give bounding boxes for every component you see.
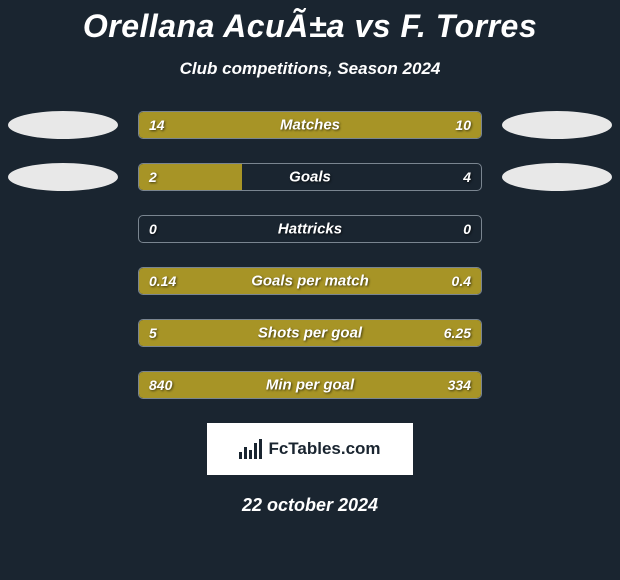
player-ellipse-left (8, 163, 118, 191)
stat-bar: Goals per match 0.14 0.4 (138, 267, 482, 295)
player-ellipse-left (8, 111, 118, 139)
player-ellipse-right (502, 111, 612, 139)
stat-row: Min per goal 840 334 (0, 371, 620, 399)
stat-row: Shots per goal 5 6.25 (0, 319, 620, 347)
stat-value-right: 6.25 (444, 325, 471, 341)
stat-label: Matches (280, 117, 340, 134)
logo: FcTables.com (239, 439, 380, 459)
stat-value-left: 0 (149, 221, 157, 237)
logo-box: FcTables.com (207, 423, 413, 475)
stat-bar: Matches 14 10 (138, 111, 482, 139)
stat-value-left: 5 (149, 325, 157, 341)
stat-value-right: 4 (463, 169, 471, 185)
stat-value-left: 840 (149, 377, 172, 393)
stat-row: Matches 14 10 (0, 111, 620, 139)
comparison-container: Orellana AcuÃ±a vs F. Torres Club compet… (0, 0, 620, 516)
stat-label: Hattricks (278, 221, 342, 238)
stat-value-left: 2 (149, 169, 157, 185)
stat-bar: Min per goal 840 334 (138, 371, 482, 399)
date: 22 october 2024 (0, 495, 620, 516)
stat-value-right: 0.4 (452, 273, 471, 289)
logo-text: FcTables.com (268, 439, 380, 459)
subtitle: Club competitions, Season 2024 (0, 59, 620, 79)
stat-bar: Goals 2 4 (138, 163, 482, 191)
stat-label: Goals per match (251, 273, 369, 290)
stat-label: Goals (289, 169, 331, 186)
stat-value-left: 0.14 (149, 273, 176, 289)
stat-bar: Shots per goal 5 6.25 (138, 319, 482, 347)
stat-label: Shots per goal (258, 325, 362, 342)
page-title: Orellana AcuÃ±a vs F. Torres (0, 8, 620, 45)
stat-value-right: 334 (448, 377, 471, 393)
stat-bar: Hattricks 0 0 (138, 215, 482, 243)
player-ellipse-right (502, 163, 612, 191)
stat-label: Min per goal (266, 377, 354, 394)
stat-value-right: 10 (455, 117, 471, 133)
stat-row: Goals 2 4 (0, 163, 620, 191)
stat-row: Hattricks 0 0 (0, 215, 620, 243)
stat-row: Goals per match 0.14 0.4 (0, 267, 620, 295)
logo-chart-icon (239, 439, 262, 459)
stats-list: Matches 14 10 Goals 2 4 Hattricks 0 0 Goals per m… (0, 111, 620, 399)
stat-value-right: 0 (463, 221, 471, 237)
stat-value-left: 14 (149, 117, 165, 133)
